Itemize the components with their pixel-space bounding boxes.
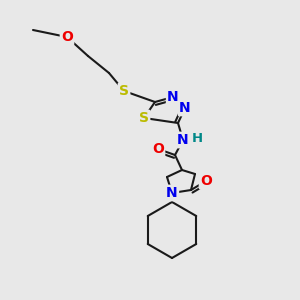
Text: N: N — [177, 133, 189, 147]
Text: H: H — [191, 131, 203, 145]
Text: O: O — [200, 174, 212, 188]
Text: N: N — [167, 90, 179, 104]
Text: S: S — [119, 84, 129, 98]
Text: O: O — [61, 30, 73, 44]
Text: N: N — [166, 186, 178, 200]
Text: O: O — [152, 142, 164, 156]
Text: S: S — [139, 111, 149, 125]
Text: N: N — [179, 101, 191, 115]
